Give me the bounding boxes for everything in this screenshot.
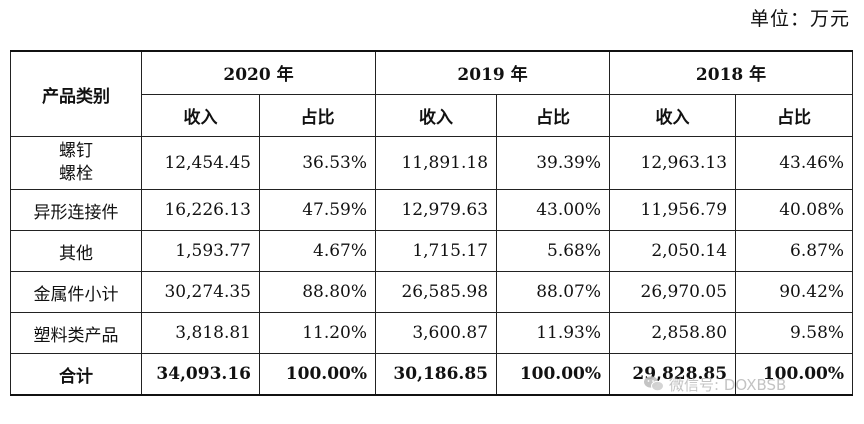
total-share-cell: 100.00% (258, 353, 377, 396)
revenue-header: 收入 (141, 93, 260, 137)
category-line: 螺钉 (59, 141, 93, 161)
share-cell: 39.39% (496, 136, 611, 190)
total-row: 合计 34,093.16 100.00% 30,186.85 100.00% 2… (10, 353, 854, 396)
total-share-cell: 100.00% (735, 353, 854, 396)
share-cell: 11.93% (496, 312, 611, 354)
share-cell: 43.00% (496, 189, 611, 231)
total-share-cell: 100.00% (496, 353, 611, 396)
revenue-cell: 2,858.80 (609, 312, 737, 354)
revenue-cell: 12,979.63 (375, 189, 498, 231)
total-revenue-cell: 34,093.16 (141, 353, 260, 396)
year-header-2018: 2018 年 (609, 50, 854, 95)
share-cell: 47.59% (258, 189, 377, 231)
revenue-cell: 26,970.05 (609, 271, 737, 313)
sub-header-row: 收入 占比 收入 占比 收入 占比 (11, 93, 854, 137)
share-cell: 88.07% (496, 271, 611, 313)
share-header: 占比 (258, 93, 377, 137)
revenue-cell: 2,050.14 (609, 230, 737, 272)
year-header-2019: 2019 年 (375, 50, 611, 95)
total-revenue-cell: 30,186.85 (375, 353, 498, 396)
table-row: 塑料类产品 3,818.81 11.20% 3,600.87 11.93% 2,… (10, 312, 854, 354)
share-cell: 11.20% (258, 312, 377, 354)
revenue-header: 收入 (609, 93, 737, 137)
category-cell: 塑料类产品 (10, 312, 142, 354)
wechat-icon (644, 376, 664, 392)
category-cell: 异形连接件 (10, 189, 142, 231)
table-row: 金属件小计 30,274.35 88.80% 26,585.98 88.07% … (10, 271, 854, 313)
revenue-cell: 3,600.87 (375, 312, 498, 354)
year-header-2020: 2020 年 (140, 50, 377, 95)
product-revenue-table: 产品类别 2020 年 2019 年 2018 年 收入 占比 收入 占比 收入… (10, 50, 854, 396)
share-cell: 43.46% (735, 136, 854, 190)
year-header-row: 产品类别 2020 年 2019 年 2018 年 (10, 50, 854, 137)
revenue-cell: 12,963.13 (609, 136, 737, 190)
revenue-cell: 12,454.45 (141, 136, 260, 190)
share-cell: 88.80% (258, 271, 377, 313)
share-cell: 4.67% (258, 230, 377, 272)
revenue-cell: 16,226.13 (141, 189, 260, 231)
category-header: 产品类别 (10, 50, 142, 137)
wechat-watermark: 微信号: DOXBSB (643, 372, 853, 396)
watermark-text: 微信号: DOXBSB (669, 375, 787, 394)
category-line: 螺栓 (59, 164, 93, 184)
share-header: 占比 (496, 93, 611, 137)
share-cell: 6.87% (735, 230, 854, 272)
category-cell: 其他 (10, 230, 142, 272)
revenue-header: 收入 (375, 93, 498, 137)
share-cell: 9.58% (735, 312, 854, 354)
revenue-cell: 1,593.77 (141, 230, 260, 272)
share-cell: 36.53% (258, 136, 377, 190)
share-cell: 90.42% (735, 271, 854, 313)
table-row: 螺钉 螺栓 12,454.45 36.53% 11,891.18 39.39% … (10, 136, 854, 190)
category-cell: 金属件小计 (10, 271, 142, 313)
share-header: 占比 (735, 93, 854, 137)
total-label: 合计 (10, 353, 142, 396)
share-cell: 40.08% (735, 189, 854, 231)
revenue-cell: 30,274.35 (141, 271, 260, 313)
share-cell: 5.68% (496, 230, 611, 272)
unit-label: 单位：万元 (749, 8, 850, 30)
table-row: 异形连接件 16,226.13 47.59% 12,979.63 43.00% … (10, 189, 854, 231)
revenue-cell: 11,956.79 (609, 189, 737, 231)
revenue-cell: 3,818.81 (141, 312, 260, 354)
revenue-cell: 1,715.17 (375, 230, 498, 272)
revenue-cell: 11,891.18 (375, 136, 498, 190)
table-row: 其他 1,593.77 4.67% 1,715.17 5.68% 2,050.1… (10, 230, 854, 272)
category-cell: 螺钉 螺栓 (10, 136, 142, 190)
revenue-cell: 26,585.98 (375, 271, 498, 313)
